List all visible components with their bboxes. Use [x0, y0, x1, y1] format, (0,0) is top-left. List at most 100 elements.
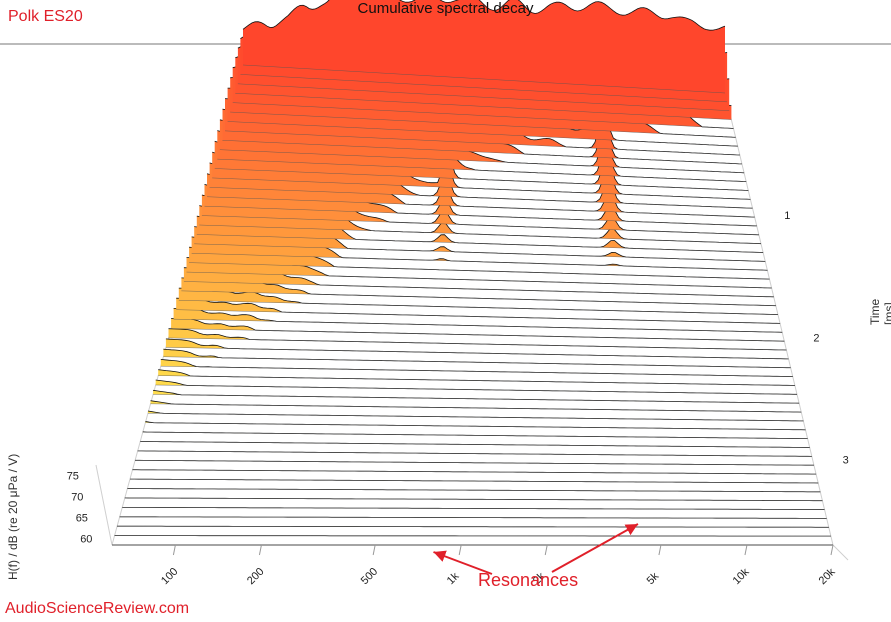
- z-axis-label: H(f) / dB (re 20 μPa / V): [6, 453, 20, 580]
- slice-baseline: [165, 347, 789, 360]
- slice-baseline: [127, 488, 821, 493]
- decay-slice-fill: [183, 266, 774, 297]
- slice-baseline: [191, 253, 768, 271]
- x-tick-mark: [372, 544, 376, 556]
- x-tick-mark: [458, 544, 462, 556]
- x-tick-mark: [744, 544, 748, 556]
- slice-baseline: [114, 535, 831, 537]
- waterfall-slices: [112, 0, 833, 546]
- x-tick-label: 1k: [445, 570, 462, 587]
- slice-baseline: [119, 516, 827, 519]
- slice-baseline: [196, 234, 764, 253]
- slice-baseline: [217, 158, 747, 182]
- decay-slice-fill: [150, 400, 802, 413]
- x-tick-label: 500: [359, 566, 380, 587]
- slice-baseline: [137, 450, 812, 457]
- slice-baseline: [158, 375, 795, 386]
- slice-baseline: [230, 111, 736, 138]
- z-tick-label: 60: [80, 534, 92, 546]
- slice-baseline: [186, 271, 772, 289]
- slice-baseline: [201, 215, 759, 236]
- slice-baseline: [227, 121, 738, 147]
- slice-baseline: [173, 318, 783, 333]
- annotation-arrows: [433, 523, 639, 575]
- decay-slice-line: [147, 410, 804, 422]
- slice-baseline: [235, 93, 732, 120]
- x-tick-mark: [258, 544, 262, 556]
- decay-slice-fill: [153, 390, 800, 404]
- slice-baseline: [232, 102, 734, 129]
- slice-baseline: [150, 403, 802, 413]
- decay-slice-fill: [191, 235, 768, 271]
- slice-baseline: [176, 309, 781, 324]
- slice-baseline: [214, 168, 749, 191]
- arrow-resonance-1: [433, 550, 493, 575]
- slice-baseline: [222, 140, 742, 165]
- decay-slice-line: [153, 389, 800, 404]
- x-tick-label: 5k: [645, 570, 662, 587]
- decay-slice-line: [242, 0, 726, 31]
- slice-baseline: [237, 83, 730, 111]
- front-right-edge: [832, 544, 849, 561]
- watermark: AudioScienceReview.com: [5, 600, 190, 617]
- x-tick-mark: [830, 544, 834, 556]
- x-tick-label: 200: [245, 566, 266, 587]
- slice-baseline: [160, 365, 793, 377]
- slice-baseline: [147, 413, 804, 422]
- x-tick-mark: [544, 544, 548, 556]
- slice-baseline: [194, 243, 766, 262]
- slice-baseline: [181, 290, 776, 306]
- decay-slice-line: [158, 369, 795, 386]
- x-tick-mark: [172, 544, 176, 556]
- slice-baseline: [145, 422, 806, 430]
- slice-baseline: [117, 525, 829, 528]
- decay-slice-fill: [201, 188, 759, 235]
- slice-baseline: [199, 224, 762, 244]
- slice-baseline: [168, 337, 787, 351]
- time-tick-label: 2: [813, 332, 819, 344]
- slice-baseline: [212, 177, 751, 200]
- slice-baseline: [207, 196, 755, 218]
- slice-baseline: [124, 497, 823, 501]
- decay-slice-fill: [181, 276, 776, 306]
- slice-baseline: [178, 300, 778, 315]
- x-tick-label: 20k: [817, 566, 838, 587]
- decay-slice-fill: [186, 255, 772, 288]
- slice-baseline: [132, 469, 817, 475]
- slice-baseline: [183, 281, 774, 298]
- x-tick-label: 10k: [731, 566, 752, 587]
- slice-baseline: [135, 460, 814, 466]
- z-tick-label: 70: [71, 492, 83, 504]
- slice-baseline: [129, 478, 819, 484]
- slice-baseline: [189, 262, 770, 280]
- decay-slice-line: [171, 318, 785, 342]
- slice-baseline: [155, 384, 798, 395]
- slice-baseline: [153, 394, 800, 404]
- decay-slice-fill: [189, 245, 770, 280]
- time-tick-label: 1: [784, 210, 790, 222]
- x-tick-mark: [658, 544, 662, 556]
- slice-baseline: [140, 441, 810, 448]
- slice-baseline: [225, 130, 740, 156]
- chart-title: Cumulative spectral decay: [357, 0, 534, 17]
- slice-baseline: [209, 187, 753, 209]
- time-axis-label: Time [ms]: [868, 298, 891, 325]
- slice-baseline: [204, 205, 757, 227]
- decay-slice-fill: [171, 318, 785, 342]
- resonances-label: Resonances: [478, 570, 579, 590]
- slice-baseline: [219, 149, 745, 173]
- slice-baseline: [142, 431, 808, 439]
- decay-slice-fill: [155, 380, 797, 395]
- brand-label: Polk ES20: [8, 8, 83, 25]
- slice-baseline: [163, 356, 791, 368]
- decay-slice-line: [155, 379, 797, 395]
- slice-baseline: [171, 328, 785, 342]
- z-tick-label: 75: [67, 471, 79, 483]
- arrow-resonance-2: [551, 523, 639, 573]
- slice-baseline: [122, 507, 825, 510]
- time-tick-label: 3: [843, 454, 849, 466]
- decay-slice-fill: [196, 212, 764, 253]
- slice-baseline: [240, 74, 728, 103]
- decay-slice-fill: [199, 200, 762, 244]
